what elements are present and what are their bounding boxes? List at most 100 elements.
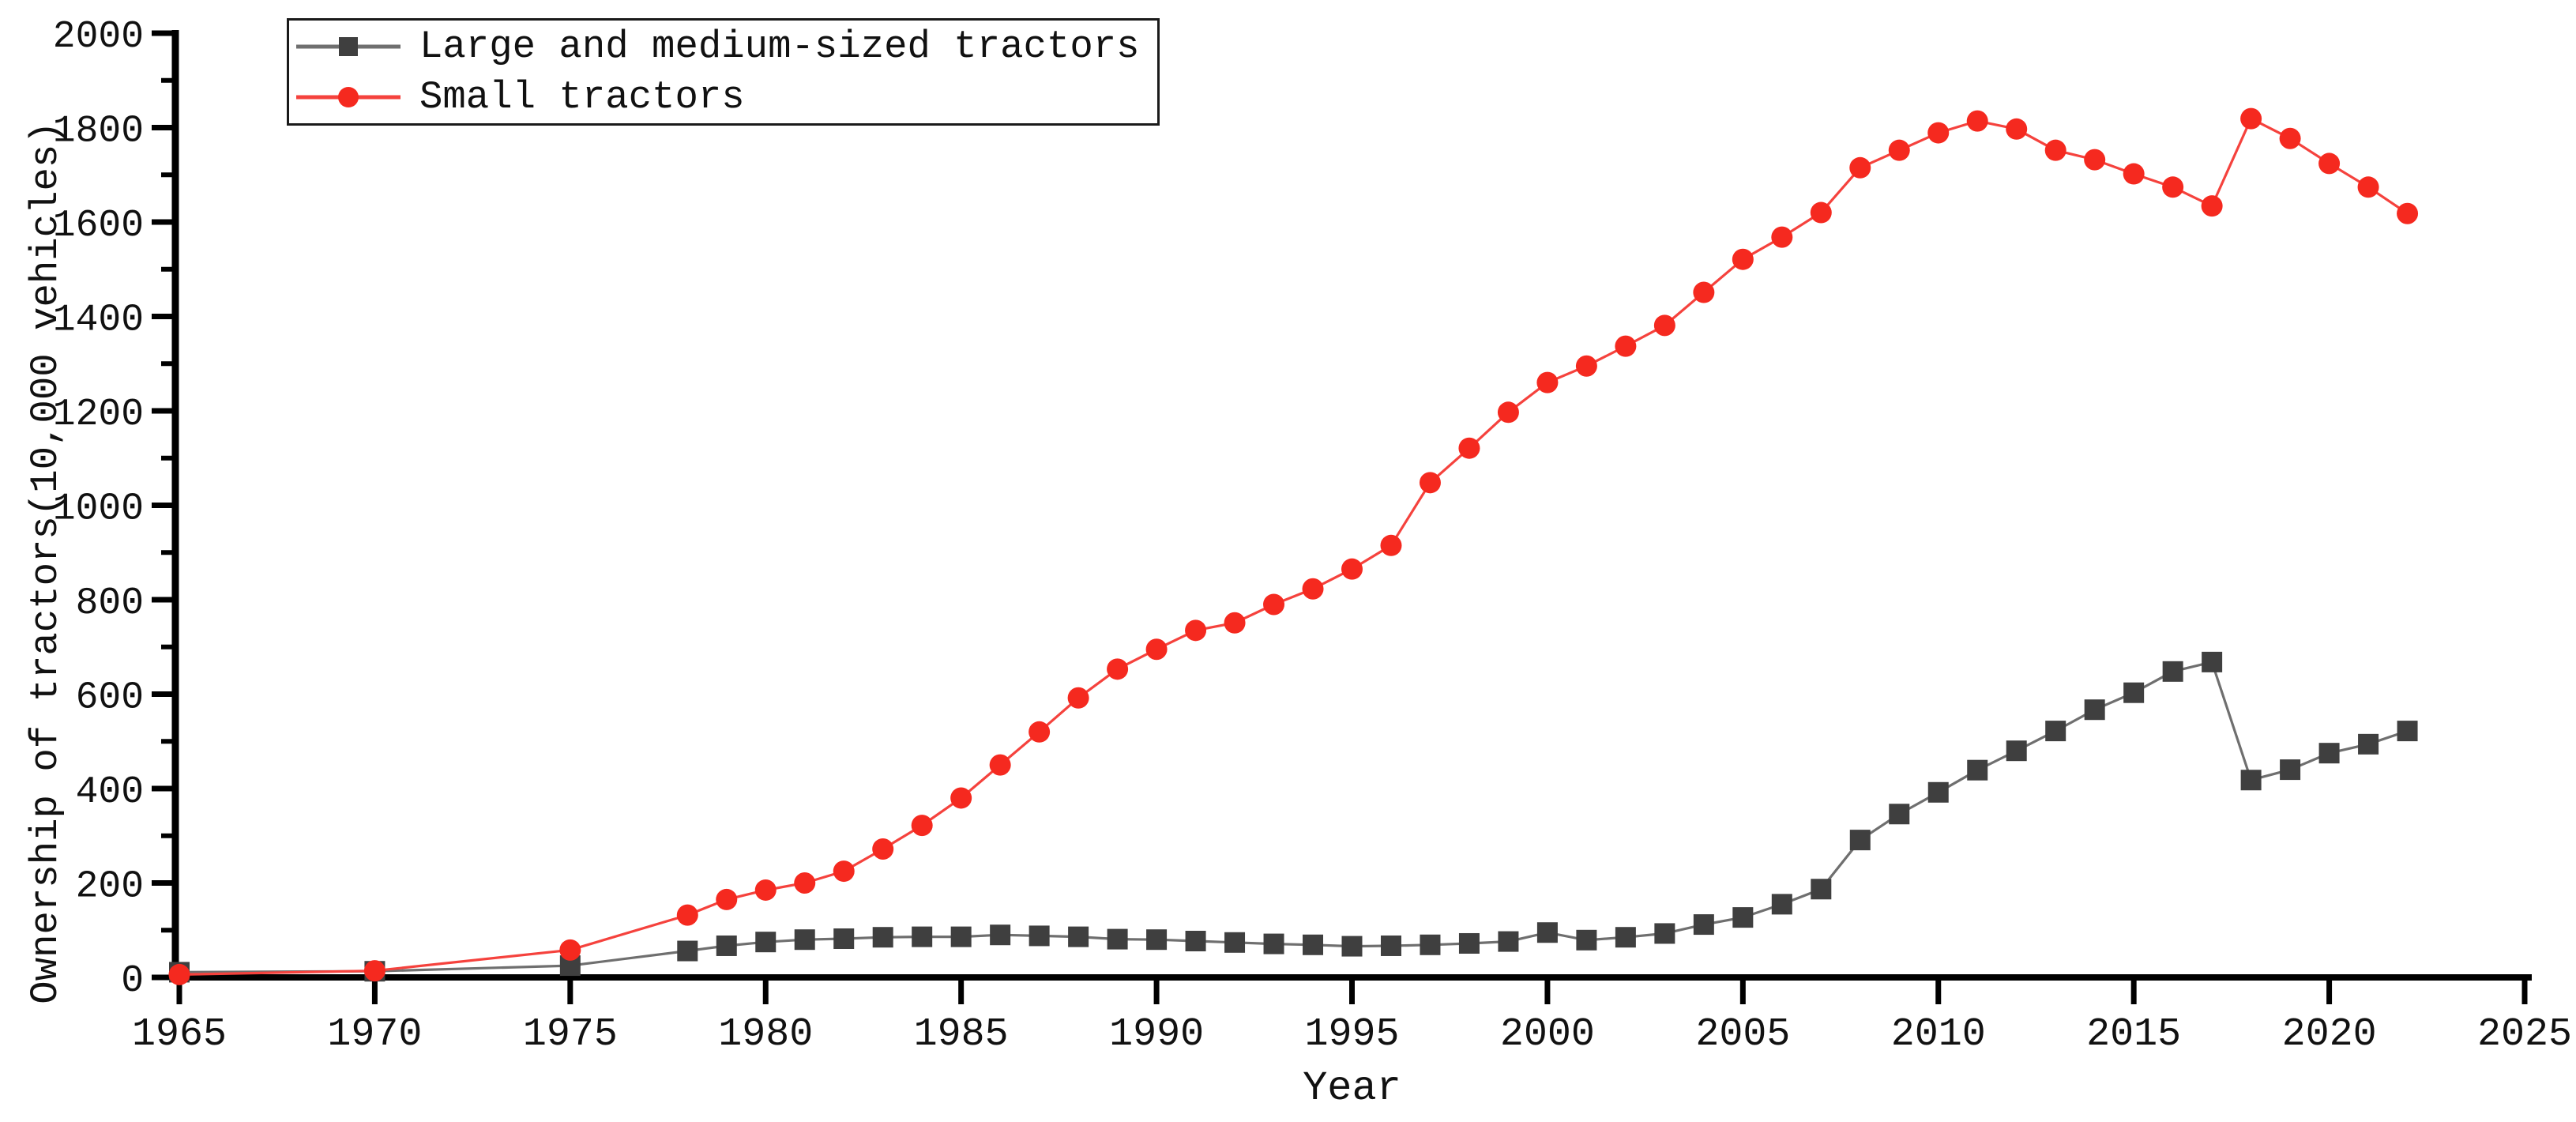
data-point-circle-marker [2006,118,2028,140]
x-tick-label: 2010 [1891,1012,1986,1057]
legend-item-small-tractors: Small tractors [289,73,1157,122]
data-point-circle-marker [676,904,698,926]
y-tick-label: 1600 [53,205,144,247]
data-point-square-marker [1458,932,1480,954]
y-tick-label: 2000 [53,16,144,58]
x-tick-label: 1965 [132,1012,227,1057]
x-tick-label: 1970 [327,1012,422,1057]
data-point-circle-marker [2397,202,2419,224]
legend-label-small: Small tractors [419,75,745,119]
data-point-square-marker [1536,922,1558,943]
data-point-square-marker [2240,770,2262,791]
data-point-circle-marker [1615,335,1637,357]
data-point-square-marker [1693,914,1714,936]
data-point-square-marker [1498,931,1519,952]
data-point-circle-marker [1419,472,1441,494]
data-point-circle-marker [1380,534,1402,556]
data-point-circle-marker [1888,139,1910,161]
x-tick-label: 2015 [2086,1012,2181,1057]
data-point-circle-marker [2318,152,2341,175]
data-point-circle-marker [2357,176,2379,198]
data-point-circle-marker [1107,658,1129,680]
data-point-square-marker [1303,934,1324,955]
y-tick-label: 1800 [53,111,144,153]
data-point-circle-marker [989,754,1011,776]
y-tick-label: 0 [121,960,144,1003]
y-tick-label: 1400 [53,299,144,342]
data-point-square-marker [1811,879,1832,900]
series-line-large-medium-tractors [179,660,2409,974]
data-point-circle-marker [1029,721,1051,743]
data-point-circle-marker [1575,355,1597,377]
data-point-circle-marker [1458,437,1480,459]
data-point-square-marker [1576,929,1597,951]
data-point-square-marker [2358,733,2379,755]
x-tick-label: 1980 [718,1012,813,1057]
data-point-square-marker [1263,933,1284,954]
legend-label-large-medium: Large and medium-sized tractors [419,24,1140,69]
data-point-square-marker [1967,759,1988,781]
data-point-square-marker [2318,743,2340,764]
data-point-circle-marker [1732,248,1754,270]
data-point-circle-marker [1771,226,1793,248]
data-point-circle-marker [794,872,816,894]
data-point-circle-marker [2201,195,2223,217]
data-point-circle-marker [1810,201,1832,224]
data-point-circle-marker [168,963,190,985]
data-point-square-marker [1849,830,1871,851]
legend-square-marker-icon [296,31,401,62]
data-point-square-marker [1341,936,1363,957]
data-point-square-marker [1068,926,1089,947]
data-point-circle-marker [2162,176,2184,198]
y-axis-title: Ownership of tractors(10,000 vehicles) [24,121,68,1004]
data-point-square-marker [1889,804,1910,825]
data-point-square-marker [755,932,777,953]
x-tick-label: 1990 [1109,1012,1204,1057]
data-point-circle-marker [950,787,972,809]
legend-item-large-medium-tractors: Large and medium-sized tractors [289,22,1157,71]
data-point-circle-marker [1145,638,1168,661]
y-tick-label: 600 [76,677,144,720]
data-point-circle-marker [872,838,894,860]
x-tick-label: 2000 [1500,1012,1595,1057]
data-point-square-marker [912,926,933,947]
data-point-circle-marker [559,939,581,961]
data-point-circle-marker [2044,139,2066,161]
data-point-square-marker [2045,721,2066,742]
data-point-square-marker [1146,929,1168,951]
data-point-square-marker [2202,651,2223,672]
data-point-circle-marker [2279,127,2301,149]
data-point-square-marker [1224,932,1246,953]
data-point-square-marker [1927,781,1949,803]
data-point-square-marker [833,928,855,950]
data-point-square-marker [1771,894,1792,915]
legend: Large and medium-sized tractors Small tr… [287,18,1160,126]
data-point-square-marker [872,927,893,948]
data-point-circle-marker [1263,593,1285,616]
data-point-circle-marker [1693,281,1715,303]
data-point-circle-marker [833,860,855,883]
data-point-square-marker [677,940,698,962]
data-point-circle-marker [2123,163,2145,185]
data-point-circle-marker [754,879,777,901]
data-point-circle-marker [1067,687,1089,709]
data-point-square-marker [990,924,1011,946]
data-point-circle-marker [1341,558,1363,580]
data-point-circle-marker [2084,149,2106,171]
y-tick-label: 200 [76,866,144,909]
data-point-square-marker [2006,740,2027,762]
data-point-square-marker [1420,934,1441,955]
x-tick-label: 1975 [523,1012,618,1057]
data-point-square-marker [1185,930,1206,951]
x-tick-label: 2025 [2477,1012,2572,1057]
data-point-square-marker [2280,759,2301,781]
data-point-square-marker [2397,721,2418,742]
series-line-small-tractors [179,116,2409,976]
x-axis-title: Year [1303,1065,1401,1112]
legend-square-icon [339,37,358,56]
data-point-circle-marker [1927,122,1950,144]
legend-circle-marker-icon [296,81,401,113]
data-point-square-marker [1107,928,1128,950]
